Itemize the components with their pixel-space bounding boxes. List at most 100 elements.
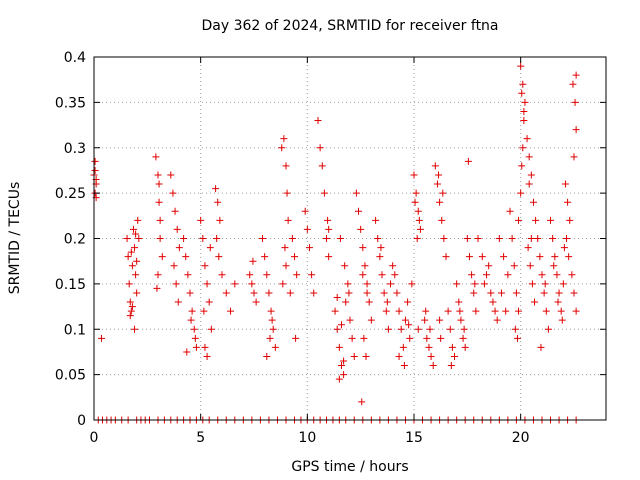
data-point [128,303,136,311]
data-point [405,321,413,329]
data-point [525,153,533,161]
data-point [414,325,422,333]
data-point [171,207,179,215]
data-point [455,298,463,306]
data-point [523,135,531,143]
data-point [527,171,535,179]
data-point [521,98,529,106]
data-point [435,171,443,179]
data-point [536,253,544,261]
data-point [561,180,569,188]
data-point [324,216,332,224]
data-point [128,262,136,270]
data-point [173,225,181,233]
data-point [404,298,412,306]
data-point [131,325,139,333]
data-point [288,235,296,242]
data-point [376,253,384,261]
data-point [554,298,562,306]
data-point [500,253,508,261]
data-point [263,352,271,360]
data-point [337,362,345,370]
data-point [155,198,163,206]
data-point [231,280,239,288]
x-tick-label: 10 [298,430,316,446]
data-point [527,235,535,242]
data-point [283,189,291,197]
data-point [346,316,354,324]
data-point [565,253,573,261]
data-point [378,271,386,279]
data-point [359,244,367,252]
data-point [183,348,191,356]
data-point [350,352,358,360]
data-point [400,362,408,370]
y-tick-label: 0.1 [64,322,86,338]
data-point [511,325,519,333]
data-point [478,253,486,261]
data-point [416,225,424,233]
data-point [493,316,501,324]
data-point [555,289,563,297]
data-point [169,189,177,197]
data-point [534,235,542,242]
data-point [340,357,348,365]
y-tick-label: 0 [77,413,86,429]
data-point [489,298,497,306]
data-point [188,307,196,315]
data-point [200,307,208,315]
x-tick-label: 20 [512,430,530,446]
data-point [520,117,528,125]
data-point [456,307,464,315]
data-point [384,325,392,333]
data-point [412,189,420,197]
data-point [132,230,140,238]
data-point [197,216,205,224]
data-point [438,216,446,224]
data-point [547,216,555,224]
data-point [517,189,525,197]
data-point [152,153,160,161]
data-point [282,162,290,170]
data-point [170,262,178,270]
data-point [448,343,456,351]
data-point [203,352,211,360]
data-point [563,235,571,242]
data-point [365,298,373,306]
data-point [427,352,435,360]
data-point [199,235,207,242]
y-tick-label: 0.25 [55,186,86,202]
data-point [216,216,224,224]
data-point [301,207,309,215]
data-point [363,280,371,288]
data-point [391,271,399,279]
data-point [97,334,105,342]
data-point [129,225,137,233]
data-point [133,257,141,265]
data-point [212,185,220,193]
y-axis-label: SRMTID / TECUs [7,182,23,295]
data-point [541,280,549,288]
data-point [359,271,367,279]
data-point [502,307,510,315]
data-point [316,144,324,152]
data-point [513,334,521,342]
data-point [508,235,516,242]
data-point [342,298,350,306]
data-point [158,253,166,261]
data-point [471,280,479,288]
data-point [415,216,423,224]
data-point [472,307,480,315]
data-point [291,253,299,261]
data-point [421,316,429,324]
data-point [474,235,482,242]
data-point [510,262,518,270]
data-point [132,271,140,279]
data-point [568,271,576,279]
data-point [491,307,499,315]
data-point [540,289,548,297]
data-point [397,325,405,333]
data-point [154,271,162,279]
data-point [207,325,215,333]
data-point [156,216,164,224]
